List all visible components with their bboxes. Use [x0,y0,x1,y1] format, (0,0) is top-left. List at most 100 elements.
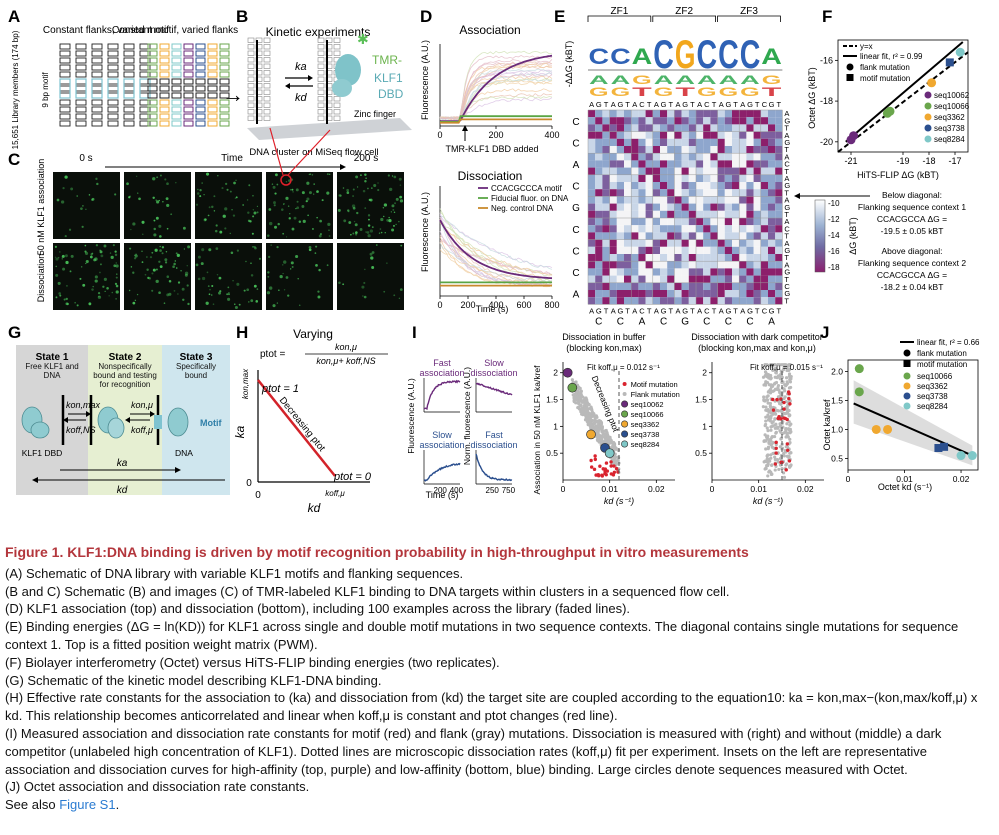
cluster-spot [346,188,350,192]
kd-label: kd [295,92,308,104]
faded-trace [439,213,553,287]
cluster-spot [351,204,356,208]
heatmap-cell [609,189,617,197]
flank-mutation-point [771,441,775,445]
cluster-spot [211,285,214,288]
cluster-spot [350,233,352,236]
pwm-letter-minor: A [589,73,609,87]
cluster-spot [273,201,276,205]
h-origin-x: 0 [255,490,261,501]
cluster-spot [80,266,83,268]
heatmap-cell [760,261,768,269]
microscopy-frame [266,172,333,239]
heatmap-col-label: G [747,100,753,109]
heatmap-cell [775,160,783,168]
heatmap-cell [638,117,646,125]
panel-letter-c: C [8,150,20,169]
heatmap-cell [660,290,668,298]
heatmap-cell [652,117,660,125]
heatmap-cell [616,196,624,204]
heatmap-cell [638,225,646,233]
heatmap-cell [616,174,624,182]
library-strand-cell [123,43,135,50]
cluster-spot [130,228,132,231]
library-strand-cell [171,50,182,57]
assoc-plot: 0 200 400 [437,44,560,140]
j-ylabel: Octet ka/kref [822,399,832,451]
flank-mutation-point [762,395,766,399]
flank-mutation-point [769,453,773,457]
cluster-spot [236,282,240,286]
figure-s1-link[interactable]: Figure S1 [59,797,116,813]
cluster-spot [267,255,271,259]
heatmap-cell [717,268,725,276]
f-ylabel: Octet ΔG (kBT) [807,67,817,129]
heatmap-cell [638,282,646,290]
inset-label: Fast [433,358,451,368]
flank-mutation-point [770,472,774,476]
library-strand-cell [171,78,182,85]
cluster-spot [283,289,286,291]
library-strand-cell [207,99,218,106]
cluster-spot [159,245,161,248]
flank-mutation-point [600,425,604,429]
heatmap-col-label: G [682,100,688,109]
library-strand-cell [59,71,71,78]
inset-label: Slow [432,430,452,440]
microscopy-grid [53,172,404,310]
cluster-spot [285,276,289,279]
pwm-letter-minor: G [589,85,609,99]
motif-region [91,78,103,99]
heatmap-cell [631,160,639,168]
flank-mutation-point [606,435,610,439]
faded-trace [439,242,553,283]
cluster-spot [84,244,87,247]
x-tick-label: 0 [437,130,442,140]
heatmap-cell [703,124,711,132]
heatmap-cell [681,110,689,118]
microscopy-frame [124,172,191,239]
heatmap-cell [746,182,754,190]
pwm-letter-minor: G [632,73,652,87]
cluster-spot [85,208,87,211]
above-2: CCACGCCA ΔG = [877,270,947,280]
dna-strand-cell [263,57,271,63]
heatmap-row-label: T [784,253,789,262]
faded-trace [439,61,553,120]
heatmap-cell [739,131,747,139]
cluster-spot [297,277,299,280]
cluster-spot [395,223,397,226]
legend-label: flank mutation [917,349,967,358]
legend-swatch [621,410,629,418]
flank-mutation-point [592,414,596,418]
heatmap-cell [696,268,704,276]
dna-strand-cell [333,50,341,56]
cluster-spot [366,231,370,234]
heatmap-col-label: T [777,100,782,109]
heatmap-cell [638,210,646,218]
cluster-spot [153,233,157,237]
cluster-spot [368,198,371,201]
cluster-spot [234,305,238,309]
scatter-ytick-label: 1 [702,421,707,431]
heatmap-cell [732,282,740,290]
heatmap-cell [732,182,740,190]
heatmap-cell [703,203,711,211]
heatmap-col-label-bottom: A [740,306,745,315]
flank-mutation-point [774,430,778,434]
heatmap-cell [688,203,696,211]
flank-mutation-point [761,405,765,409]
motif-mutation-point [774,451,778,455]
library-strand-cell [183,64,194,71]
heatmap-cell [746,131,754,139]
flank-mutation-point [766,434,770,438]
library-strand-cell [147,106,158,113]
heatmap-col-label-bottom: G [725,306,731,315]
heatmap-cell [768,261,776,269]
heatmap-cell [681,282,689,290]
legend-label: linear fit, r² = 0.66 [917,338,980,347]
heatmap-cell [595,290,603,298]
heatmap-cell [724,189,732,197]
heatmap-cell [681,196,689,204]
